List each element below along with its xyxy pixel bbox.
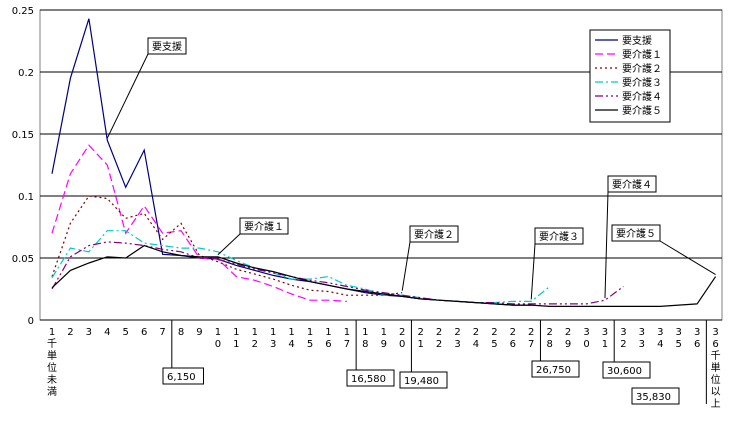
x-tick-label: 3 (86, 327, 92, 338)
annotation-label: 要支援 (152, 40, 182, 53)
annotation-box (409, 225, 459, 243)
annotation-box (147, 37, 187, 55)
value-box (162, 367, 204, 385)
x-tick-label: 5 (123, 327, 129, 338)
series-line (51, 230, 551, 304)
value-box (346, 369, 395, 387)
x-tick-label: 8 (178, 327, 184, 338)
annotation-label: 要介護３ (539, 230, 579, 243)
annotation-label: 要介護１ (244, 220, 284, 233)
value-labels: 6,150 16,580 19,480 26,750 30,600 35,830 (162, 320, 707, 405)
legend-label: 要介護５ (622, 104, 662, 117)
x-tick-label: 7 (159, 327, 165, 338)
annotation-leader (401, 241, 411, 291)
series-line (51, 195, 403, 296)
value-label: 35,830 (636, 392, 671, 403)
legend-box (589, 29, 671, 123)
value-box (531, 360, 580, 378)
y-tick-label: 0.2 (18, 68, 34, 79)
series-line (51, 244, 717, 307)
legend-label: 要介護３ (622, 76, 662, 89)
y-axis: 0 0.05 0.1 0.15 0.2 0.25 (12, 6, 34, 327)
y-tick-label: 0.05 (12, 254, 34, 265)
annotation-box (534, 227, 584, 245)
series-lines (51, 18, 717, 307)
annotation-leader (217, 233, 241, 256)
annotation-leader (530, 243, 536, 300)
series-line (51, 241, 624, 305)
y-tick-label: 0.15 (12, 130, 34, 141)
x-tick-label: 4 (104, 327, 110, 338)
annotation-leader (604, 191, 609, 299)
value-label: 26,750 (536, 365, 571, 376)
annotation-label: 要介護４ (612, 178, 652, 191)
x-tick-label: 6 (141, 327, 147, 338)
legend-label: 要支援 (622, 34, 652, 47)
value-label: 6,150 (167, 372, 196, 383)
value-label: 30,600 (607, 366, 642, 377)
annotation-box (607, 175, 657, 193)
y-tick-label: 0.25 (12, 6, 34, 17)
series-line (51, 144, 347, 302)
value-box (602, 361, 651, 379)
annotation-box (611, 224, 661, 242)
value-label: 16,580 (351, 374, 386, 385)
x-tick-label: 2 (67, 327, 73, 338)
series-line (51, 18, 532, 306)
legend-label: 要介護４ (622, 90, 662, 103)
y-tick-label: 0.1 (18, 192, 34, 203)
annotation-leader (106, 53, 149, 139)
x-tick-label: 9 (196, 327, 202, 338)
legend-label: 要介護２ (622, 62, 662, 75)
value-label: 19,480 (404, 376, 439, 387)
legend-label: 要介護１ (622, 48, 662, 61)
annotation-label: 要介護５ (616, 227, 656, 240)
annotation-label: 要介護２ (414, 228, 454, 241)
x-tick-label: 3 6 千単位以上 (711, 327, 721, 410)
value-box (631, 387, 680, 405)
y-tick-label: 0 (28, 316, 34, 327)
value-box (399, 371, 448, 389)
x-tick-label: 1 千単位未満 (47, 327, 57, 398)
annotation-leader (659, 240, 716, 276)
annotation-box (239, 217, 289, 235)
